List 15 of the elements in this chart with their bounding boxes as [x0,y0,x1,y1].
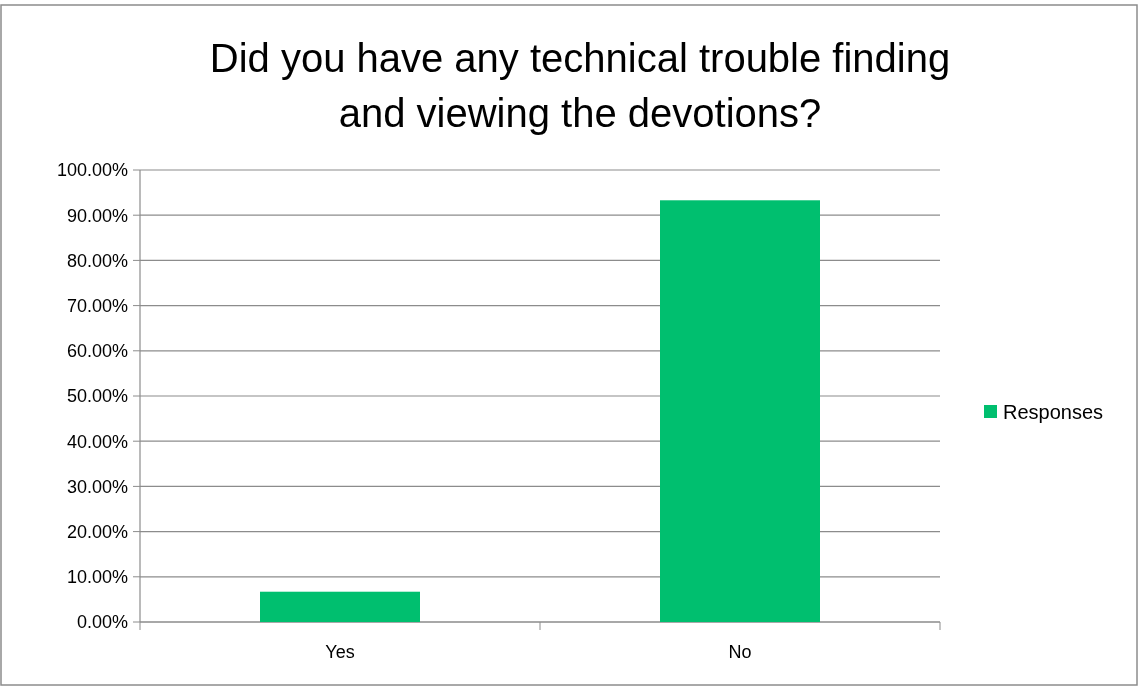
y-tick-label: 90.00% [66,205,128,226]
y-tick-label: 100.00% [56,160,128,181]
x-tick-label: Yes [325,642,355,662]
y-tick-label: 20.00% [66,521,128,542]
y-tick-label: 60.00% [66,341,128,362]
y-tick-label: 50.00% [66,386,128,407]
y-tick-label: 40.00% [66,431,128,452]
y-tick-label: 0.00% [76,612,128,633]
y-tick-label: 70.00% [66,295,128,316]
legend-label: Responses [1003,401,1104,423]
chart-title: Did you have any technical trouble finding and viewing the devotions? [209,36,951,135]
x-tick-label: No [728,642,752,662]
y-tick-label: 30.00% [66,476,128,497]
y-tick-label: 80.00% [66,250,128,271]
y-tick-label: 10.00% [66,567,128,588]
